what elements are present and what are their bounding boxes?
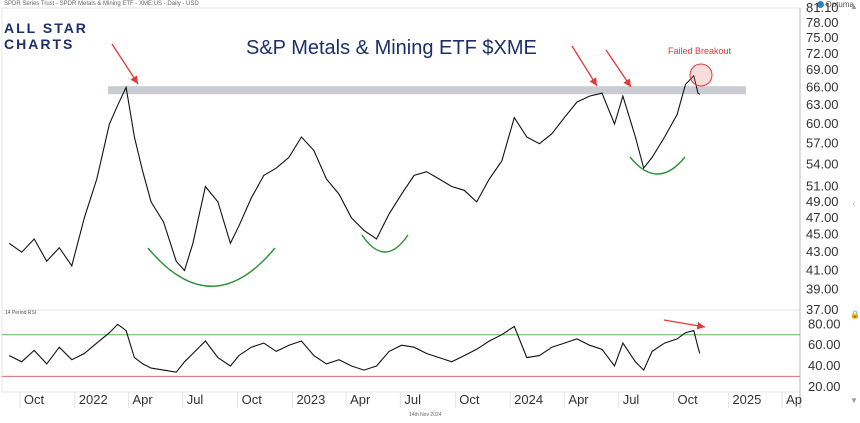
x-tick-label: 2024 (514, 392, 543, 407)
brand-name: Optuma (825, 0, 854, 9)
rsi-y-tick-label: 80.00 (808, 316, 841, 331)
price-y-tick-label: 51.00 (806, 179, 839, 194)
rsi-y-tick-label: 40.00 (808, 358, 841, 373)
x-tick-label: Oct (459, 392, 480, 407)
rsi-panel-frame (1, 309, 801, 393)
price-y-tick-label: 78.00 (806, 15, 839, 30)
price-series-line (8, 74, 701, 272)
highlight-arrow (111, 43, 139, 85)
price-y-tick-label: 39.00 (806, 282, 839, 297)
source-line: SPDR Series Trust - SPDR Metals & Mining… (4, 1, 199, 7)
price-y-tick-label: 45.00 (806, 227, 839, 242)
x-tick-label: Apr (568, 392, 589, 407)
price-y-tick-label: 69.00 (806, 62, 839, 77)
brand-logo-icon (816, 1, 824, 8)
base-curve-2024 (629, 156, 686, 175)
x-tick-label: 2022 (79, 392, 108, 407)
x-tick-label: Apr (350, 392, 371, 407)
highlight-arrow (605, 49, 632, 88)
x-tick-label: Oct (678, 392, 699, 407)
x-tick-label: Oct (242, 392, 263, 407)
x-tick-label: Oct (24, 392, 45, 407)
rsi-divergence-arrow (663, 319, 706, 330)
highlight-arrow (571, 45, 598, 87)
failed-breakout-circle (689, 63, 713, 87)
scroll-down-icon[interactable]: ▼ (850, 396, 858, 405)
price-y-tick-label: 63.00 (806, 97, 839, 112)
x-tick-label: Ap (786, 392, 802, 407)
price-y-tick-label: 54.00 (806, 157, 839, 172)
price-y-tick-label: 49.00 (806, 194, 839, 209)
x-tick-label: 2025 (732, 392, 761, 407)
lock-icon[interactable]: 🔒 (850, 310, 860, 319)
price-y-tick-label: 60.00 (806, 116, 839, 131)
rsi-y-tick-label: 20.00 (808, 379, 841, 394)
x-tick-label: Jul (187, 392, 204, 407)
price-y-tick-label: 41.00 (806, 262, 839, 277)
chart-title: S&P Metals & Mining ETF $XME (246, 37, 537, 59)
logo-line2: CHARTS (4, 36, 75, 52)
rsi-y-tick-label: 60.00 (808, 337, 841, 352)
expand-panel-icon[interactable]: ‹ (852, 199, 856, 208)
x-tick-label: Jul (404, 392, 421, 407)
logo-line1: ALL STAR (4, 20, 88, 36)
price-y-tick-label: 75.00 (806, 30, 839, 45)
price-y-tick-label: 43.00 (806, 244, 839, 259)
x-tick-label: 2023 (296, 392, 325, 407)
price-y-tick-label: 37.00 (806, 302, 839, 317)
rsi-series-line (8, 323, 701, 373)
date-footer: 14th Nov 2024 (409, 412, 442, 418)
price-y-tick-label: 47.00 (806, 210, 839, 225)
scroll-up-icon[interactable]: ▲ (850, 2, 858, 11)
price-y-tick-label: 66.00 (806, 79, 839, 94)
x-tick-label: Jul (623, 392, 640, 407)
all-star-charts-logo: ALL STAR CHARTS (4, 20, 100, 66)
price-y-tick-label: 57.00 (806, 136, 839, 151)
resistance-band (108, 86, 746, 95)
brand-badge: Optuma (816, 0, 854, 9)
price-y-tick-label: 72.00 (806, 46, 839, 61)
base-curve-2022 (147, 247, 276, 287)
failed-breakout-label: Failed Breakout (668, 46, 732, 56)
rsi-panel-title: 14 Period RSI (5, 310, 36, 316)
x-tick-label: Apr (132, 392, 153, 407)
base-curve-2023 (361, 234, 409, 253)
